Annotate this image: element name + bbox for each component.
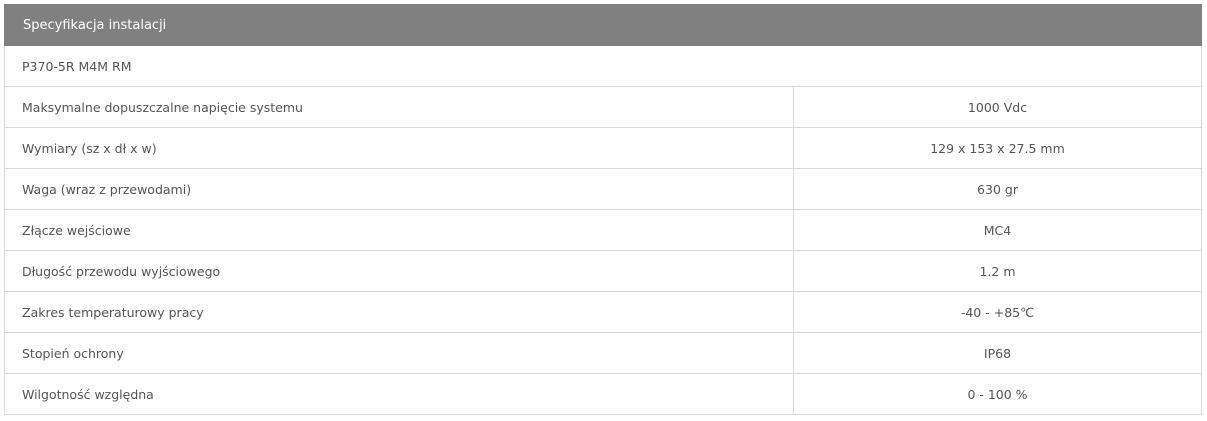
model-row: P370-5R M4M RM <box>4 45 1202 87</box>
table-row: Zakres temperaturowy pracy -40 - +85℃ <box>4 291 1202 333</box>
table-row: Długość przewodu wyjściowego 1.2 m <box>4 250 1202 292</box>
spec-table: Specyfikacja instalacji P370-5R M4M RM M… <box>4 4 1202 415</box>
spec-value: 0 - 100 % <box>793 373 1202 415</box>
table-row: Maksymalne dopuszczalne napięcie systemu… <box>4 86 1202 128</box>
spec-value: 1.2 m <box>793 250 1202 292</box>
spec-value: MC4 <box>793 209 1202 251</box>
spec-label: Waga (wraz z przewodami) <box>4 168 794 210</box>
table-row: Wilgotność względna 0 - 100 % <box>4 373 1202 415</box>
spec-label: Maksymalne dopuszczalne napięcie systemu <box>4 86 794 128</box>
model-name: P370-5R M4M RM <box>4 45 1202 87</box>
table-row: Złącze wejściowe MC4 <box>4 209 1202 251</box>
table-row: Waga (wraz z przewodami) 630 gr <box>4 168 1202 210</box>
spec-label: Długość przewodu wyjściowego <box>4 250 794 292</box>
spec-value: IP68 <box>793 332 1202 374</box>
spec-value: 129 x 153 x 27.5 mm <box>793 127 1202 169</box>
spec-label: Stopień ochrony <box>4 332 794 374</box>
spec-value: -40 - +85℃ <box>793 291 1202 333</box>
table-header-row: Specyfikacja instalacji <box>4 4 1202 46</box>
table-row: Wymiary (sz x dł x w) 129 x 153 x 27.5 mm <box>4 127 1202 169</box>
spec-label: Złącze wejściowe <box>4 209 794 251</box>
spec-label: Zakres temperaturowy pracy <box>4 291 794 333</box>
spec-value: 630 gr <box>793 168 1202 210</box>
spec-value: 1000 Vdc <box>793 86 1202 128</box>
table-title: Specyfikacja instalacji <box>4 4 1202 46</box>
table-row: Stopień ochrony IP68 <box>4 332 1202 374</box>
spec-label: Wilgotność względna <box>4 373 794 415</box>
spec-label: Wymiary (sz x dł x w) <box>4 127 794 169</box>
